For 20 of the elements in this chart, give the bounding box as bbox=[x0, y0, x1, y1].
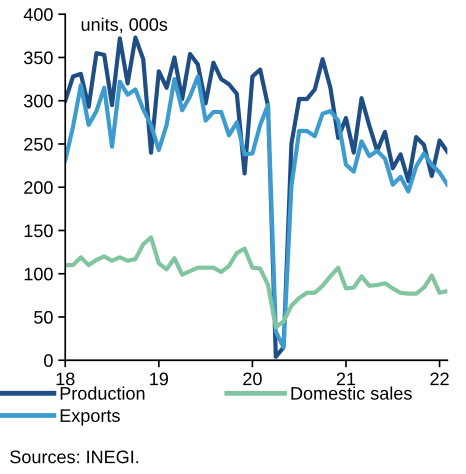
x-tick-label: 20 bbox=[243, 372, 262, 386]
line-series bbox=[65, 235, 448, 330]
x-tick-label: 18 bbox=[56, 372, 74, 386]
y-tick-label: 300 bbox=[24, 94, 53, 108]
y-tick-label: 250 bbox=[24, 138, 53, 151]
x-tick-label: 22 bbox=[430, 372, 449, 386]
y-tick-label: 400 bbox=[24, 8, 53, 21]
y-tick-label: 150 bbox=[24, 224, 53, 238]
source-note: Sources: INEGI. bbox=[10, 450, 138, 464]
y-tick-label: 350 bbox=[24, 51, 53, 64]
annotation: units, 000s bbox=[82, 18, 168, 34]
y-tick-label: 100 bbox=[24, 268, 53, 280]
y-tick-label: 50 bbox=[34, 310, 53, 324]
legend-label: Exports bbox=[60, 409, 120, 426]
y-tick-label: 200 bbox=[24, 181, 53, 194]
legend-label: Domestic sales bbox=[291, 386, 412, 400]
legend-label: Production bbox=[60, 386, 144, 400]
x-tick-label: 19 bbox=[150, 372, 168, 386]
x-tick-label: 21 bbox=[336, 372, 356, 386]
y-tick-label: 0 bbox=[44, 354, 53, 367]
